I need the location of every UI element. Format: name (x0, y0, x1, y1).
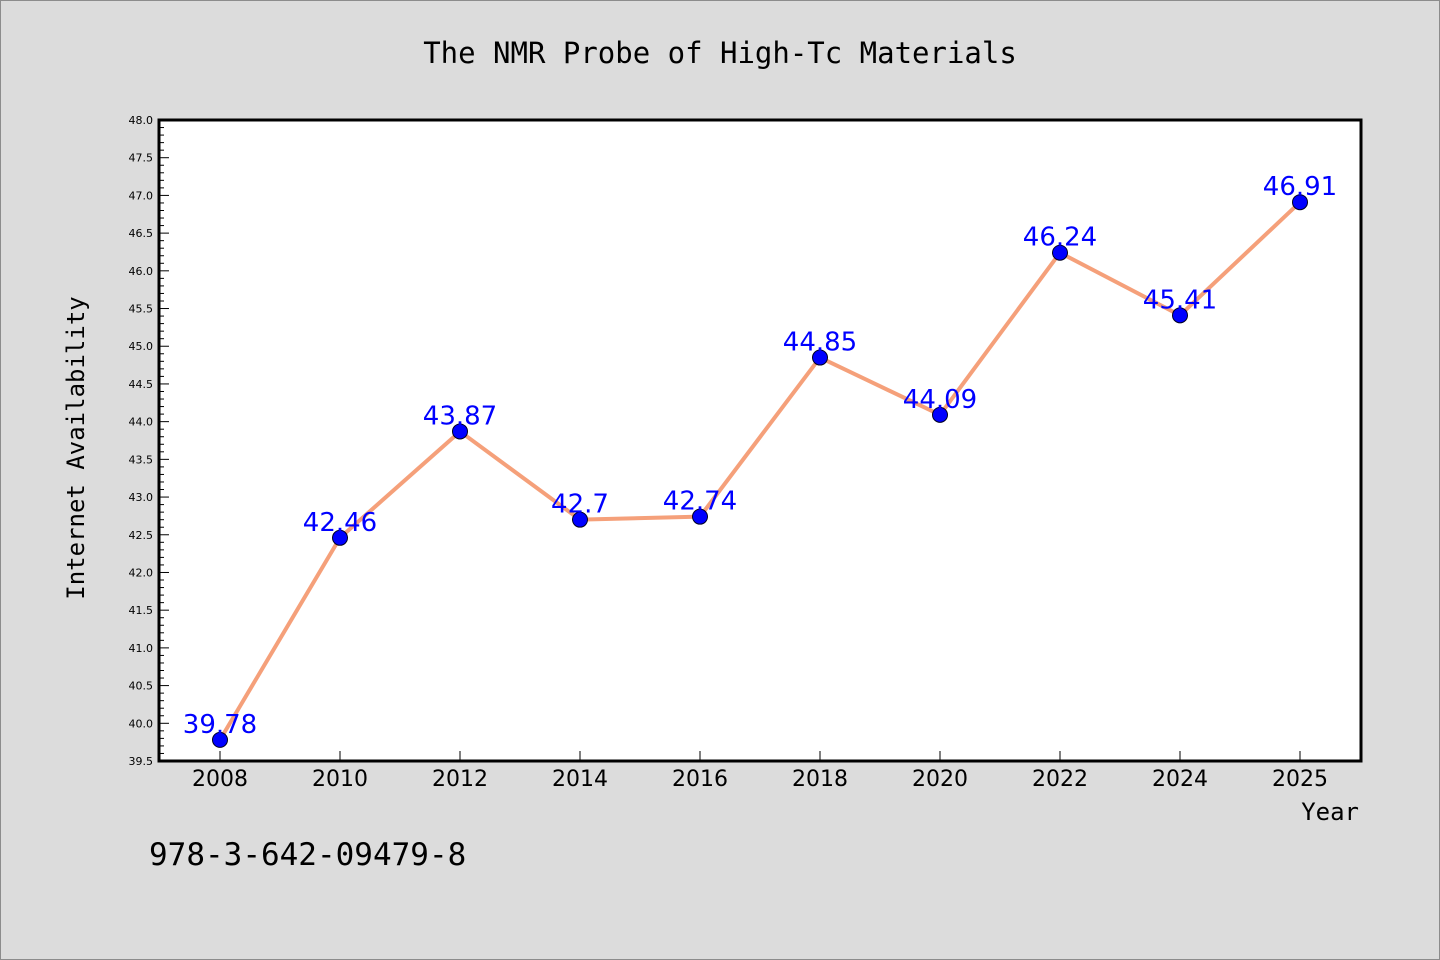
data-label: 43.87 (423, 401, 497, 431)
data-point (1052, 244, 1068, 261)
x-tick-label: 2012 (432, 767, 488, 792)
y-tick-label: 40.5 (129, 680, 154, 693)
data-label: 42.46 (303, 508, 377, 538)
x-axis: 2008 2010 2012 2014 2016 2018 2020 2022 2024 2025 (192, 751, 1328, 792)
y-tick-label: 41.5 (129, 604, 154, 617)
data-label: 46.91 (1263, 172, 1337, 202)
data-point (932, 406, 948, 423)
data-point (1172, 307, 1188, 324)
y-tick-label: 47.0 (129, 189, 154, 202)
data-label: 42.74 (663, 487, 737, 517)
x-axis-label: Year (1301, 798, 1359, 826)
y-tick-label: 48.0 (129, 114, 154, 127)
y-axis-label: Internet Availability (62, 296, 90, 599)
data-point (1292, 194, 1308, 211)
x-tick-label: 2008 (192, 767, 248, 792)
x-tick-label: 2014 (552, 767, 608, 792)
data-point (452, 423, 468, 440)
x-tick-label: 2022 (1032, 767, 1088, 792)
x-tick-label: 2010 (312, 767, 368, 792)
y-axis: 39.5 40.0 40.5 41.0 41.5 42.0 42.5 43.0 43.5 44.0… (129, 114, 169, 768)
y-tick-label: 39.5 (129, 755, 154, 768)
x-tick-label: 2025 (1272, 767, 1328, 792)
y-tick-label: 43.0 (129, 491, 154, 504)
y-tick-label: 44.5 (129, 378, 154, 391)
y-tick-label: 47.5 (129, 152, 154, 165)
y-tick-label: 44.0 (129, 416, 154, 429)
x-tick-label: 2016 (672, 767, 728, 792)
data-label: 44.85 (783, 328, 857, 358)
y-tick-label: 40.0 (129, 717, 154, 730)
x-tick-label: 2020 (912, 767, 968, 792)
y-tick-label: 42.0 (129, 566, 154, 579)
data-label: 42.7 (551, 490, 609, 520)
data-label: 45.41 (1143, 285, 1217, 315)
y-tick-label: 41.0 (129, 642, 154, 655)
y-tick-label: 46.5 (129, 227, 154, 240)
chart-title: The NMR Probe of High-Tc Materials (423, 36, 1017, 70)
data-labels: 39.78 42.46 43.87 42.7 42.74 44.85 44.09 46.24 4… (183, 172, 1337, 740)
data-point (692, 508, 708, 525)
data-label: 39.78 (183, 710, 257, 740)
x-tick-label: 2018 (792, 767, 848, 792)
data-point (332, 529, 348, 546)
y-tick-label: 45.0 (129, 340, 154, 353)
data-point (212, 731, 228, 748)
y-tick-label: 42.5 (129, 529, 154, 542)
y-tick-label: 45.5 (129, 303, 154, 316)
plot-area (157, 118, 1363, 763)
data-label: 44.09 (903, 385, 977, 415)
series-markers (212, 194, 1308, 748)
isbn-footer: 978-3-642-09479-8 (149, 837, 466, 873)
data-label: 46.24 (1023, 223, 1097, 253)
data-point (572, 511, 588, 528)
data-point (812, 349, 828, 366)
y-tick-label: 46.0 (129, 265, 154, 278)
y-tick-label: 43.5 (129, 453, 154, 466)
x-tick-label: 2024 (1152, 767, 1208, 792)
series-line (218, 200, 1302, 741)
